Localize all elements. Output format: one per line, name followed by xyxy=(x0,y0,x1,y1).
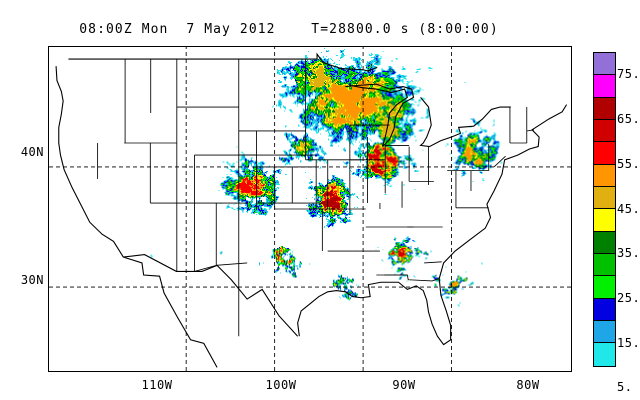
colorbar-tick-35: 35. xyxy=(617,246,640,261)
colorbar-band-25 xyxy=(594,276,615,299)
colorbar-tick-5: 5. xyxy=(617,380,633,395)
map-overlay xyxy=(49,47,571,371)
colorbar-band-65 xyxy=(594,97,615,121)
colorbar-band-60 xyxy=(594,120,615,143)
x-axis-label-80W: 80W xyxy=(516,378,540,392)
x-axis-label-90W: 90W xyxy=(392,378,416,392)
colorbar-band-35 xyxy=(594,231,615,255)
colorbar-band-75 xyxy=(594,53,615,76)
colorbar-band-30 xyxy=(594,254,615,277)
colorbar-band-50 xyxy=(594,164,615,188)
x-axis-label-100W: 100W xyxy=(265,378,297,392)
colorbar-band-45 xyxy=(594,187,615,210)
colorbar-tick-15: 15. xyxy=(617,335,640,350)
x-axis-label-110W: 110W xyxy=(141,378,173,392)
radar-map-panel xyxy=(48,46,572,372)
colorbar-tick-25: 25. xyxy=(617,290,640,305)
y-axis-label-30N: 30N xyxy=(20,273,44,287)
colorbar-tick-75: 75. xyxy=(617,67,640,82)
colorbar-band-20 xyxy=(594,298,615,322)
colorbar-tick-45: 45. xyxy=(617,201,640,216)
colorbar xyxy=(593,52,616,367)
plot-title: 08:00Z Mon 7 May 2012 T=28800.0 s (8:00:… xyxy=(79,22,499,37)
colorbar-band-55 xyxy=(594,142,615,165)
colorbar-tick-65: 65. xyxy=(617,112,640,127)
y-axis-label-40N: 40N xyxy=(20,145,44,159)
colorbar-band-15 xyxy=(594,321,615,344)
colorbar-band-40 xyxy=(594,209,615,232)
colorbar-band-70 xyxy=(594,75,615,98)
colorbar-band-10 xyxy=(594,343,615,366)
colorbar-tick-55: 55. xyxy=(617,156,640,171)
